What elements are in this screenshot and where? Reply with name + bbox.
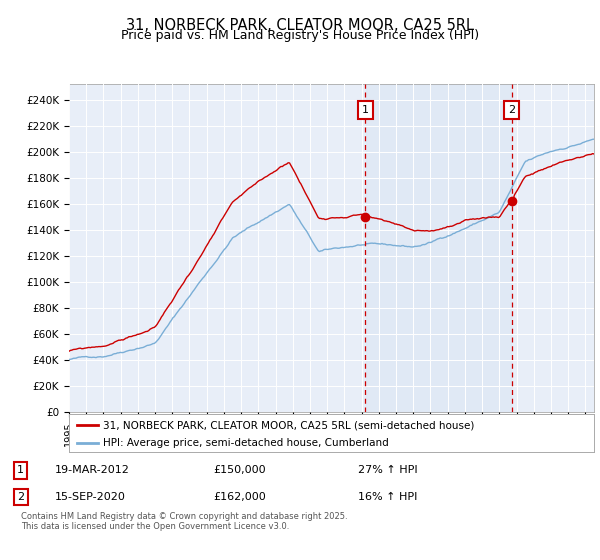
Text: 2: 2 <box>508 105 515 115</box>
Text: 1: 1 <box>362 105 369 115</box>
Text: 19-MAR-2012: 19-MAR-2012 <box>55 465 130 475</box>
Text: 31, NORBECK PARK, CLEATOR MOOR, CA25 5RL (semi-detached house): 31, NORBECK PARK, CLEATOR MOOR, CA25 5RL… <box>103 420 475 430</box>
Text: 31, NORBECK PARK, CLEATOR MOOR, CA25 5RL: 31, NORBECK PARK, CLEATOR MOOR, CA25 5RL <box>126 18 474 33</box>
Text: £162,000: £162,000 <box>214 492 266 502</box>
Text: Contains HM Land Registry data © Crown copyright and database right 2025.
This d: Contains HM Land Registry data © Crown c… <box>20 512 347 531</box>
Text: 1: 1 <box>17 465 24 475</box>
Text: 16% ↑ HPI: 16% ↑ HPI <box>358 492 417 502</box>
Text: 15-SEP-2020: 15-SEP-2020 <box>55 492 126 502</box>
Text: Price paid vs. HM Land Registry's House Price Index (HPI): Price paid vs. HM Land Registry's House … <box>121 29 479 42</box>
Text: £150,000: £150,000 <box>214 465 266 475</box>
Text: HPI: Average price, semi-detached house, Cumberland: HPI: Average price, semi-detached house,… <box>103 438 389 449</box>
Text: 27% ↑ HPI: 27% ↑ HPI <box>358 465 417 475</box>
Text: 2: 2 <box>17 492 24 502</box>
